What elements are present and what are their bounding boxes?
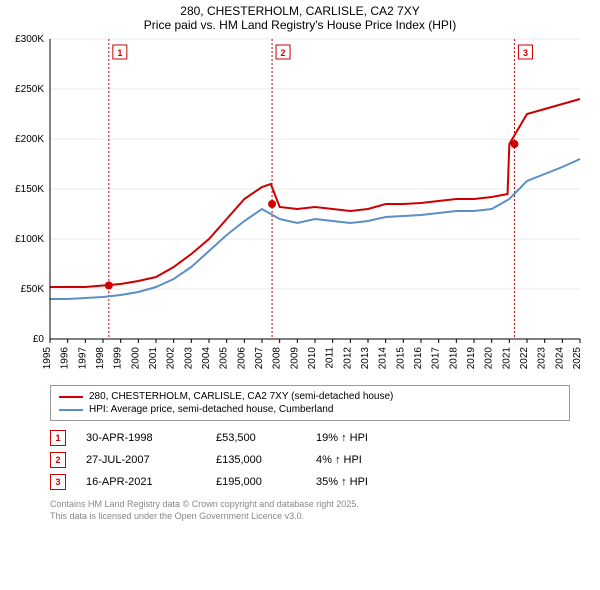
svg-text:2015: 2015: [395, 347, 406, 370]
legend: 280, CHESTERHOLM, CARLISLE, CA2 7XY (sem…: [50, 385, 570, 421]
title-area: 280, CHESTERHOLM, CARLISLE, CA2 7XY Pric…: [0, 0, 600, 34]
svg-text:£100K: £100K: [15, 234, 44, 245]
svg-text:2025: 2025: [572, 347, 583, 370]
svg-text:£50K: £50K: [21, 284, 45, 295]
line-chart: £0 £50K £100K £150K £200K £250K £300K 1995 1996 1…: [0, 34, 600, 379]
footer-line2: This data is licensed under the Open Gov…: [50, 511, 570, 523]
svg-text:2014: 2014: [378, 347, 389, 370]
svg-text:2024: 2024: [554, 347, 565, 370]
marker-date: 30-APR-1998: [86, 432, 196, 444]
marker-date: 16-APR-2021: [86, 476, 196, 488]
title-line2: Price paid vs. HM Land Registry's House …: [0, 18, 600, 32]
marker-pct: 35% ↑ HPI: [316, 476, 406, 488]
title-line1: 280, CHESTERHOLM, CARLISLE, CA2 7XY: [0, 4, 600, 18]
svg-text:2019: 2019: [466, 347, 477, 370]
svg-text:1996: 1996: [60, 347, 71, 370]
marker-price: £195,000: [216, 476, 296, 488]
svg-text:2017: 2017: [431, 347, 442, 370]
legend-label: 280, CHESTERHOLM, CARLISLE, CA2 7XY (sem…: [89, 391, 393, 402]
svg-text:2016: 2016: [413, 347, 424, 370]
svg-text:2005: 2005: [219, 347, 230, 370]
svg-text:1995: 1995: [42, 347, 53, 370]
svg-text:1999: 1999: [113, 347, 124, 370]
marker-row: 1 30-APR-1998 £53,500 19% ↑ HPI: [50, 427, 570, 449]
footer-line1: Contains HM Land Registry data © Crown c…: [50, 499, 570, 511]
svg-text:2000: 2000: [130, 347, 141, 370]
marker-number: 1: [50, 430, 66, 446]
svg-text:1998: 1998: [95, 347, 106, 370]
marker-pct: 19% ↑ HPI: [316, 432, 406, 444]
svg-text:2020: 2020: [484, 347, 495, 370]
svg-text:2: 2: [281, 48, 286, 58]
marker-number: 3: [50, 474, 66, 490]
svg-text:£0: £0: [33, 334, 45, 345]
svg-text:2011: 2011: [325, 347, 336, 369]
svg-text:3: 3: [523, 48, 528, 58]
svg-text:2021: 2021: [501, 347, 512, 370]
footer: Contains HM Land Registry data © Crown c…: [50, 499, 570, 522]
svg-text:1997: 1997: [77, 347, 88, 370]
svg-text:2004: 2004: [201, 347, 212, 370]
svg-text:2022: 2022: [519, 347, 530, 370]
marker-row: 3 16-APR-2021 £195,000 35% ↑ HPI: [50, 471, 570, 493]
svg-text:1: 1: [117, 48, 122, 58]
chart-container: 280, CHESTERHOLM, CARLISLE, CA2 7XY Pric…: [0, 0, 600, 590]
marker-table: 1 30-APR-1998 £53,500 19% ↑ HPI 2 27-JUL-2007…: [50, 427, 570, 493]
marker-price: £135,000: [216, 454, 296, 466]
svg-text:2002: 2002: [166, 347, 177, 370]
svg-text:£300K: £300K: [15, 34, 44, 45]
svg-text:2009: 2009: [289, 347, 300, 370]
svg-text:2013: 2013: [360, 347, 371, 370]
svg-text:£150K: £150K: [15, 184, 44, 195]
svg-text:£250K: £250K: [15, 84, 44, 95]
svg-text:2003: 2003: [183, 347, 194, 370]
svg-text:2012: 2012: [342, 347, 353, 370]
legend-label: HPI: Average price, semi-detached house,…: [89, 404, 333, 415]
legend-swatch: [59, 396, 83, 398]
legend-swatch: [59, 409, 83, 411]
marker-row: 2 27-JUL-2007 £135,000 4% ↑ HPI: [50, 449, 570, 471]
marker-price: £53,500: [216, 432, 296, 444]
svg-text:2010: 2010: [307, 347, 318, 370]
marker-pct: 4% ↑ HPI: [316, 454, 406, 466]
marker-date: 27-JUL-2007: [86, 454, 196, 466]
marker-number: 2: [50, 452, 66, 468]
svg-text:2006: 2006: [236, 347, 247, 370]
svg-text:2023: 2023: [537, 347, 548, 370]
svg-text:2008: 2008: [272, 347, 283, 370]
svg-text:£200K: £200K: [15, 134, 44, 145]
legend-item: 280, CHESTERHOLM, CARLISLE, CA2 7XY (sem…: [59, 390, 561, 403]
legend-item: HPI: Average price, semi-detached house,…: [59, 403, 561, 416]
svg-text:2007: 2007: [254, 347, 265, 370]
svg-text:2018: 2018: [448, 347, 459, 370]
svg-text:2001: 2001: [148, 347, 159, 370]
